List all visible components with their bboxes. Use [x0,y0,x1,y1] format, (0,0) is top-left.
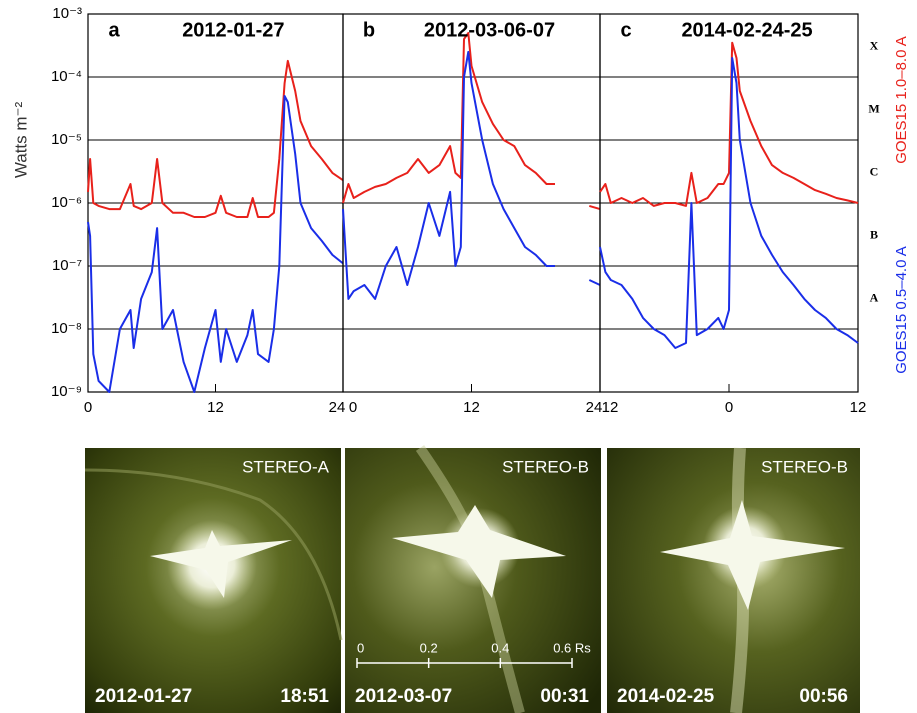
image-time: 00:31 [540,686,589,707]
y2-tick-label: A [870,291,879,305]
x-tick-label: 12 [463,399,480,416]
image-date: 2012-01-27 [95,686,192,707]
flux-line [87,59,344,218]
flux-line [87,95,344,393]
image-time: 00:56 [799,686,848,707]
x-tick-label: 0 [349,399,357,416]
y-tick-label: 10⁻⁷ [52,257,82,274]
x-tick-label: 12 [602,399,619,416]
limb [84,468,343,641]
scale-bar-label: 0 [357,640,364,655]
scale-bar-label: 0.2 [420,640,438,655]
x-tick-label: 12 [850,399,867,416]
panel-title: 2014-02-24-25 [681,19,812,41]
y2-tick-label: C [870,165,879,179]
flare [660,500,845,610]
flare [150,530,292,598]
panel: 10⁻⁹ 10⁻⁸ 10⁻⁷ 10⁻⁶ 10⁻⁵ 10⁻⁴ 10⁻³ 0 12 24 a 2012-0… [11,5,345,416]
x-tick-label: 0 [84,399,92,416]
flux-line [599,57,859,349]
panel-label: c [620,19,631,41]
instrument-label: STEREO-A [242,457,330,476]
y2-tick-label: M [868,102,879,116]
y2-tick-label: B [870,228,878,242]
y-tick-label: 10⁻⁶ [51,194,82,211]
y2-tick-label: X [870,39,879,53]
flare [392,505,566,598]
legend-entry: GOES15 1.0–8.0 A [893,36,910,164]
x-tick-label: 0 [725,399,733,416]
x-tick-label: 24 [586,399,603,416]
y-tick-label: 10⁻³ [52,5,82,22]
panel-title: 2012-03-06-07 [424,19,555,41]
panel-label: a [108,19,120,41]
y-axis-label: Watts m⁻² [11,101,30,178]
flux-line [599,41,859,207]
y-tick-label: 10⁻⁹ [51,383,82,400]
x-tick-label: 12 [207,399,224,416]
flux-line [342,50,601,300]
flux-line [342,32,601,211]
instrument-label: STEREO-B [502,457,589,476]
y-tick-label: 10⁻⁵ [51,131,82,148]
instrument-label: STEREO-B [761,457,848,476]
panel: 12 0 12 X M C B Ac 2014-02-24-25 GOES15 1.0–8.0 A… [599,13,910,416]
scale-bar-label: 0.4 [491,640,509,655]
y-tick-label: 10⁻⁴ [51,68,82,85]
image-date: 2012-03-07 [355,686,452,707]
panel-title: 2012-01-27 [182,19,284,41]
panel-label: b [363,19,375,41]
y-tick-label: 10⁻⁸ [51,320,82,337]
scale-bar-label: 0.6 Rs [553,640,591,655]
x-tick-label: 24 [329,399,346,416]
image-time: 18:51 [280,686,329,707]
image-date: 2014-02-25 [617,686,715,707]
panel: 0 12 24 b 2012-03-06-07 [342,13,603,416]
legend-entry: GOES15 0.5–4.0 A [893,246,910,374]
image-row [84,445,860,713]
